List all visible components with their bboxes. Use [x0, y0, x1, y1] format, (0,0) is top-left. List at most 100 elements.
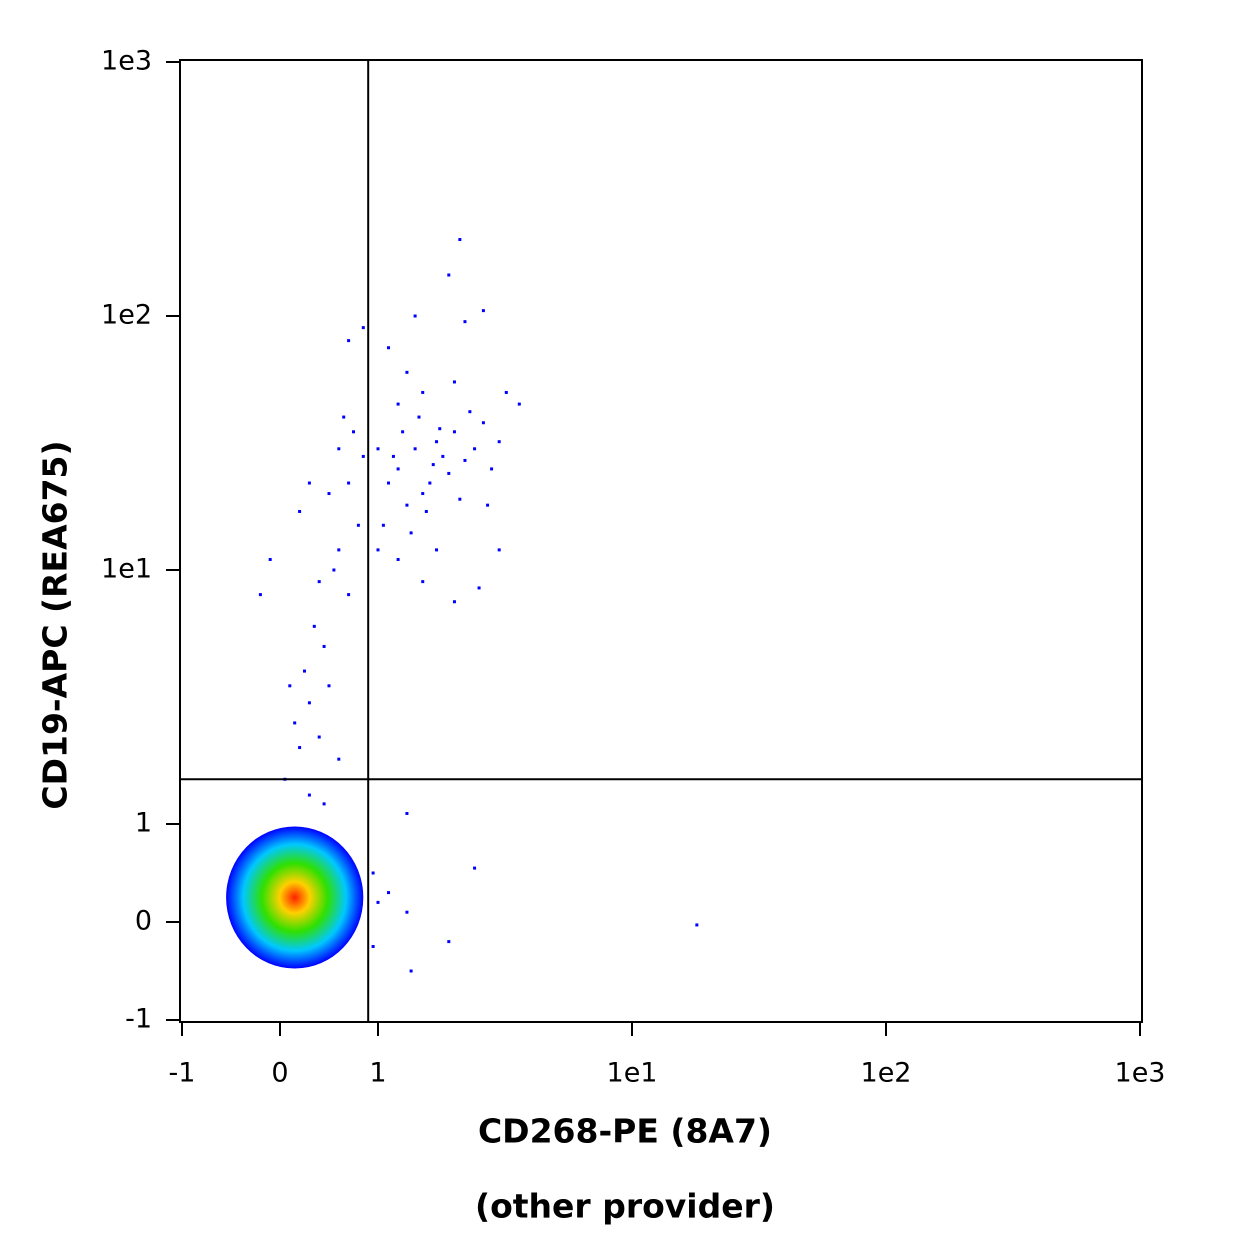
event-dot	[396, 467, 400, 471]
event-dot	[352, 430, 355, 434]
event-dot	[452, 380, 456, 384]
event-dot	[396, 557, 400, 561]
event-dot	[288, 684, 292, 688]
y-tick-label: 1e1	[101, 554, 152, 585]
event-dot	[447, 940, 451, 944]
event-dot	[312, 624, 316, 628]
y-tick-label: 1e2	[101, 300, 152, 331]
event-dot	[322, 802, 326, 806]
event-dot	[293, 721, 297, 725]
event-dot	[428, 481, 432, 485]
event-dot	[322, 644, 326, 648]
event-dot	[477, 586, 481, 590]
event-dot	[447, 273, 451, 277]
event-dot	[337, 548, 341, 552]
event-dot	[441, 454, 445, 458]
x-axis-subtitle: (other provider)	[475, 1187, 775, 1226]
event-dot	[347, 481, 351, 485]
event-dot	[307, 701, 311, 705]
x-tick-label: 1e2	[861, 1058, 912, 1089]
event-dot	[490, 467, 494, 471]
event-dot	[424, 509, 428, 513]
event-dot	[327, 684, 331, 688]
event-dot	[396, 402, 400, 406]
x-tick-label: 1	[369, 1058, 386, 1089]
event-dot	[268, 557, 272, 561]
event-dot	[517, 402, 521, 406]
y-tick-label: 1e3	[101, 46, 152, 77]
event-dot	[486, 503, 490, 507]
event-dot	[317, 580, 321, 584]
event-dot	[468, 410, 472, 414]
event-dot	[371, 945, 375, 948]
event-dot	[337, 757, 341, 761]
event-dot	[258, 593, 262, 597]
x-tick-label: 1e1	[607, 1058, 658, 1089]
event-dot	[376, 447, 380, 451]
event-dot	[371, 871, 375, 875]
event-dot	[391, 454, 395, 458]
x-tick-label: 1e3	[1115, 1058, 1166, 1089]
event-dot	[431, 463, 435, 467]
y-tick-label: -1	[125, 1004, 152, 1035]
event-dot	[332, 568, 336, 572]
x-tick-label: 0	[271, 1058, 288, 1089]
event-dot	[387, 891, 391, 895]
event-dot	[497, 548, 501, 552]
event-dot	[387, 346, 391, 350]
y-axis-title: CD19-APC (REA675)	[36, 440, 75, 809]
event-dot	[387, 481, 391, 485]
event-dot	[417, 415, 421, 419]
event-dot	[447, 471, 451, 475]
event-dot	[421, 580, 425, 584]
event-dot	[405, 811, 409, 815]
event-dot	[409, 969, 413, 973]
event-dot	[481, 421, 485, 425]
event-dot	[452, 600, 456, 604]
y-tick-label: 0	[135, 906, 152, 937]
event-dot	[381, 523, 385, 527]
event-dot	[435, 548, 439, 552]
event-dot	[497, 440, 501, 444]
x-axis-title: CD268-PE (8A7)	[478, 1112, 772, 1151]
event-dot	[413, 314, 417, 318]
event-dot	[361, 454, 365, 458]
plot-frame	[179, 59, 1143, 1023]
event-dot	[463, 320, 467, 324]
x-tick-label: -1	[169, 1058, 196, 1089]
event-dot	[458, 238, 462, 242]
event-dot	[401, 430, 405, 434]
event-dot	[473, 866, 477, 870]
event-dot	[347, 339, 351, 343]
event-dot	[376, 548, 380, 552]
event-dot	[463, 458, 467, 462]
event-dot	[481, 309, 485, 313]
event-dot	[409, 531, 413, 535]
event-dot	[452, 430, 456, 434]
event-dot	[458, 497, 462, 501]
event-dot	[307, 481, 311, 485]
event-dot	[347, 593, 351, 597]
event-dot	[504, 390, 508, 394]
y-tick-label: 1	[135, 808, 152, 839]
event-dot	[473, 447, 477, 451]
density-cluster	[226, 826, 364, 969]
event-dot	[421, 492, 425, 496]
event-dot	[327, 492, 331, 496]
event-dot	[405, 910, 409, 914]
event-dot	[435, 440, 439, 444]
event-dot	[421, 390, 425, 394]
event-dot	[356, 523, 360, 527]
event-dot	[337, 447, 341, 451]
event-dot	[413, 447, 417, 451]
event-dot	[307, 793, 311, 797]
event-dot	[298, 746, 302, 750]
event-dot	[438, 427, 442, 431]
event-dot	[298, 509, 302, 513]
event-dot	[376, 900, 380, 904]
event-dot	[361, 326, 365, 330]
event-dot	[303, 669, 306, 673]
event-dot	[405, 370, 409, 374]
event-dot	[695, 923, 699, 927]
